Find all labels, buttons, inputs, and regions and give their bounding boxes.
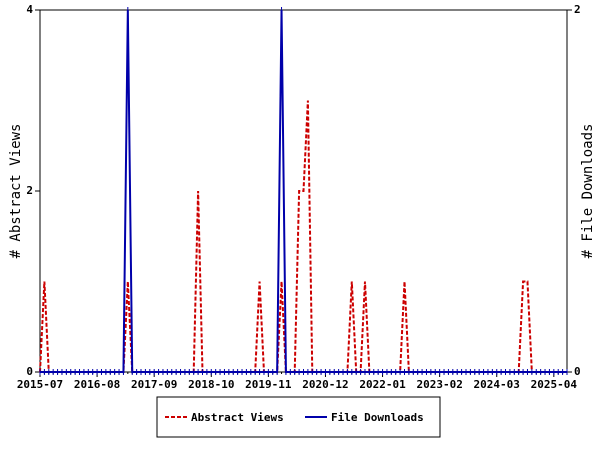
x-tick-label: 2019-11 xyxy=(245,378,292,391)
y-axis-title: # Abstract Views xyxy=(8,124,24,259)
x-tick-label: 2018-10 xyxy=(188,378,234,391)
y-tick-label: 4 xyxy=(26,3,33,16)
x-tick-label: 2024-03 xyxy=(474,378,520,391)
legend-box xyxy=(156,396,441,438)
legend-label: File Downloads xyxy=(331,411,424,424)
y-tick-label: 2 xyxy=(26,184,33,197)
x-tick-label: 2020-12 xyxy=(302,378,348,391)
x-tick-label: 2023-02 xyxy=(416,378,462,391)
y2-axis-title: # File Downloads xyxy=(580,124,596,259)
x-tick-label: 2025-04 xyxy=(531,378,578,391)
series-line xyxy=(39,100,567,373)
y-tick-label: 0 xyxy=(26,365,33,378)
x-tick-label: 2017-09 xyxy=(131,378,177,391)
x-tick-label: 2015-07 xyxy=(17,378,63,391)
legend-label: Abstract Views xyxy=(191,411,284,424)
x-tick-label: 2016-08 xyxy=(74,378,120,391)
y2-tick-label: 2 xyxy=(574,3,581,16)
y2-tick-label: 0 xyxy=(574,365,581,378)
x-tick-label: 2022-01 xyxy=(359,378,406,391)
